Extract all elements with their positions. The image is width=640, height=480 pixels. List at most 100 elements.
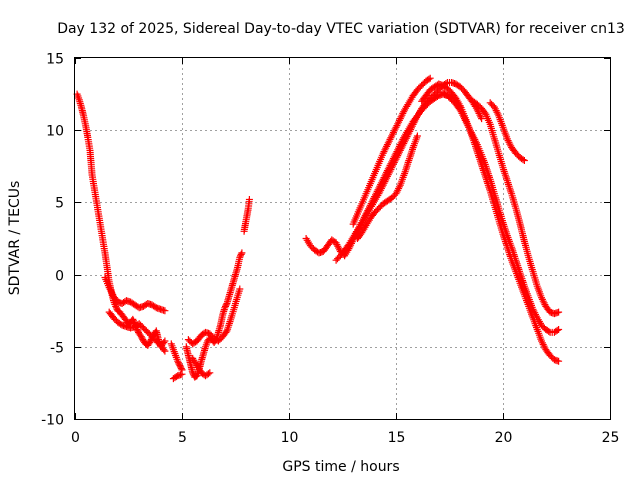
data-point xyxy=(395,183,403,191)
series-arc-12 xyxy=(349,74,434,228)
data-point xyxy=(333,241,341,249)
data-point xyxy=(206,369,214,377)
grid-lines xyxy=(75,58,610,419)
y-tick-label: -5 xyxy=(50,341,64,357)
data-point xyxy=(530,307,538,315)
series-arc-8 xyxy=(189,354,214,380)
data-point xyxy=(379,149,387,157)
data-point xyxy=(392,123,400,131)
data-point xyxy=(519,156,527,164)
data-point xyxy=(393,188,401,196)
x-axis-label: GPS time / hours xyxy=(282,459,399,475)
axis-ticks xyxy=(75,58,611,420)
data-point xyxy=(529,305,537,313)
series-arc-15 xyxy=(439,89,563,336)
data-point xyxy=(540,299,548,307)
data-point xyxy=(397,145,405,153)
series-arc-5 xyxy=(169,370,186,383)
series-arc-3 xyxy=(105,308,169,355)
data-point xyxy=(388,164,396,172)
x-tick-label: 15 xyxy=(388,430,406,446)
data-point xyxy=(161,307,169,315)
x-tick-label: 5 xyxy=(178,430,187,446)
data-point xyxy=(160,346,168,354)
data-point xyxy=(394,120,402,128)
data-point xyxy=(520,157,528,164)
series-arc-2 xyxy=(101,274,169,315)
data-point xyxy=(245,196,253,203)
data-point xyxy=(467,127,474,135)
data-point xyxy=(386,167,394,175)
data-point xyxy=(389,130,397,138)
data-point xyxy=(384,139,392,147)
series-arc-16 xyxy=(469,97,563,318)
series-arc-13 xyxy=(354,132,421,242)
data-point xyxy=(459,111,467,119)
data-point xyxy=(532,311,539,318)
data-point xyxy=(470,134,478,142)
data-point xyxy=(381,146,389,154)
data-point xyxy=(380,179,388,187)
data-point xyxy=(402,134,410,142)
data-point xyxy=(334,242,342,250)
data-point xyxy=(407,126,415,134)
data-point xyxy=(387,134,395,142)
data-point xyxy=(389,162,397,170)
data-point xyxy=(539,341,547,348)
data-point xyxy=(177,365,185,372)
data-point xyxy=(467,129,475,136)
data-point xyxy=(393,153,401,161)
x-tick-label: 0 xyxy=(71,430,80,446)
data-point xyxy=(107,287,115,295)
data-point xyxy=(465,123,473,131)
data-point xyxy=(425,75,433,83)
data-point xyxy=(472,137,480,145)
data-point xyxy=(539,297,547,305)
data-point xyxy=(396,146,404,154)
data-point xyxy=(381,178,389,186)
data-point xyxy=(477,113,485,121)
data-point xyxy=(538,339,546,347)
data-point xyxy=(409,120,417,128)
data-point xyxy=(385,169,393,177)
x-tick-label: 10 xyxy=(281,430,299,446)
data-point xyxy=(503,135,511,143)
series-arc-10 xyxy=(302,90,464,260)
y-tick-label: -10 xyxy=(41,413,64,429)
data-point xyxy=(392,190,400,198)
data-point xyxy=(407,124,415,132)
data-point xyxy=(462,118,470,126)
data-point xyxy=(413,132,421,140)
chart-title: Day 132 of 2025, Sidereal Day-to-day VTE… xyxy=(57,21,625,37)
data-point xyxy=(555,308,563,316)
data-point xyxy=(553,326,561,334)
data-point xyxy=(555,357,563,365)
data-point xyxy=(382,144,390,152)
data-point xyxy=(204,370,212,378)
data-point xyxy=(397,113,405,121)
data-point xyxy=(555,326,563,333)
data-point xyxy=(236,285,244,293)
data-point xyxy=(461,116,469,124)
data-point xyxy=(478,115,486,123)
axis-tick-labels: 0 5 10 15 20 25 -10 -5 0 5 10 15 xyxy=(41,52,619,447)
data-point xyxy=(222,301,230,309)
data-point xyxy=(222,328,230,336)
data-point xyxy=(396,115,404,123)
data-point xyxy=(476,111,484,119)
series-arc-4 xyxy=(167,340,186,374)
data-point xyxy=(493,108,501,116)
data-point xyxy=(178,370,186,378)
data-point xyxy=(108,289,116,297)
data-point xyxy=(383,174,391,182)
series-arc-6 xyxy=(182,249,246,381)
data-point xyxy=(412,115,420,123)
y-tick-label: 10 xyxy=(46,124,64,140)
series-arc-14 xyxy=(418,80,563,365)
x-tick-label: 20 xyxy=(495,430,513,446)
data-point xyxy=(401,136,409,144)
data-point xyxy=(161,337,169,345)
data-point xyxy=(456,106,464,114)
data-point xyxy=(378,183,386,191)
